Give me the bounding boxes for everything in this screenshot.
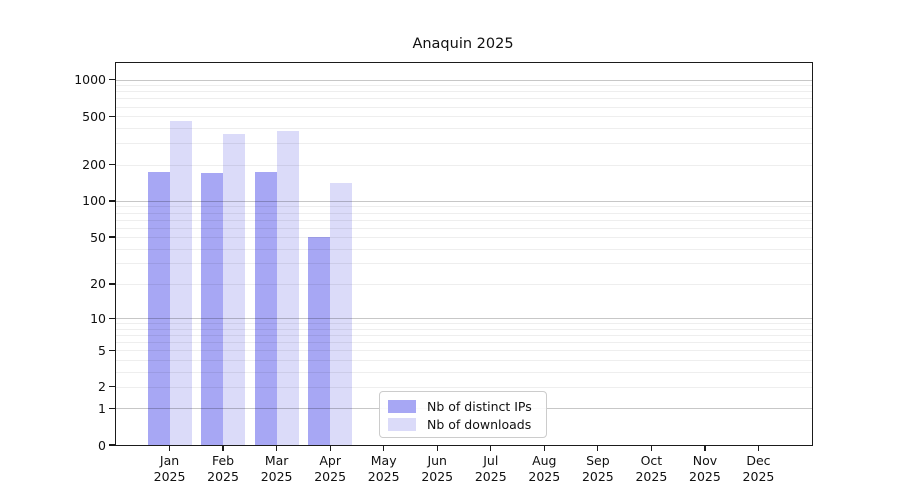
x-tick-mark	[543, 445, 545, 451]
y-tick-label: 5	[98, 342, 106, 358]
gridline	[116, 128, 812, 129]
x-tick-label-mar: Mar 2025	[260, 453, 293, 484]
gridline	[116, 98, 812, 100]
x-tick-label-oct: Oct 2025	[635, 453, 668, 484]
y-tick-label: 2	[98, 379, 106, 395]
y-tick-label: 10	[90, 310, 106, 326]
y-tick-mark	[109, 283, 116, 285]
x-tick-mark	[329, 445, 331, 451]
x-tick-label-aug: Aug 2025	[528, 453, 561, 484]
x-tick-label-dec: Dec 2025	[742, 453, 775, 484]
x-tick-mark	[704, 445, 706, 451]
y-tick-mark	[109, 407, 116, 409]
legend-swatch-distinct-ips-icon	[388, 399, 416, 413]
x-tick-label-apr: Apr 2025	[314, 453, 347, 484]
y-tick-label: 1000	[74, 72, 106, 88]
gridline	[116, 106, 812, 108]
bar-feb-downloads	[223, 133, 246, 445]
x-tick-mark	[383, 445, 385, 451]
y-tick-label: 0	[98, 437, 106, 453]
x-tick-label-jun: Jun 2025	[421, 453, 454, 484]
x-tick-mark	[276, 445, 278, 451]
bar-jan-downloads	[169, 121, 192, 445]
bar-apr-distinct-ips	[308, 237, 331, 445]
chart-title: Anaquin 2025	[412, 36, 514, 52]
gridline	[116, 85, 812, 87]
y-tick-mark	[109, 200, 116, 202]
y-tick-mark	[109, 163, 116, 166]
y-tick-mark	[109, 236, 116, 238]
x-tick-mark	[436, 445, 438, 451]
x-tick-mark	[490, 445, 492, 451]
x-tick-label-jul: Jul 2025	[474, 453, 507, 484]
x-tick-mark	[757, 445, 760, 451]
x-tick-label-sep: Sep 2025	[581, 453, 614, 484]
y-tick-mark	[109, 349, 116, 351]
y-tick-label: 1	[98, 400, 106, 416]
gridline	[116, 79, 812, 81]
legend-item-distinct-ips: Nb of distinct IPs	[388, 398, 538, 414]
bar-apr-downloads	[330, 183, 353, 445]
y-tick-label: 50	[90, 229, 106, 245]
bar-mar-distinct-ips	[254, 172, 277, 445]
x-tick-mark	[597, 445, 599, 451]
x-tick-mark	[222, 445, 224, 451]
y-tick-label: 500	[82, 108, 106, 124]
x-tick-label-may: May 2025	[367, 453, 400, 484]
legend: Nb of distinct IPs Nb of downloads	[379, 391, 547, 438]
y-tick-label: 200	[82, 157, 106, 173]
bar-mar-downloads	[276, 131, 299, 445]
legend-label-downloads: Nb of downloads	[427, 416, 532, 432]
legend-item-downloads: Nb of downloads	[388, 416, 538, 432]
gridline	[116, 91, 812, 93]
gridline	[116, 116, 812, 118]
y-tick-label: 20	[90, 276, 106, 292]
x-tick-label-nov: Nov 2025	[689, 453, 721, 484]
x-tick-label-feb: Feb 2025	[207, 453, 239, 484]
gridline	[116, 164, 812, 166]
gridline	[116, 143, 812, 145]
x-tick-mark	[168, 445, 171, 451]
y-tick-mark	[109, 317, 116, 319]
x-tick-label-jan: Jan 2025	[153, 453, 186, 484]
plot-area: 1000 500 200 100 50 20 10 5 2 1 0 Jan 2025 Feb 2025 M…	[74, 62, 813, 484]
legend-swatch-downloads-icon	[388, 417, 416, 431]
bar-feb-distinct-ips	[201, 173, 224, 445]
y-tick-mark	[109, 115, 116, 117]
legend-label-distinct-ips: Nb of distinct IPs	[427, 398, 532, 414]
y-tick-mark	[109, 79, 116, 81]
y-tick-mark	[109, 444, 116, 446]
bar-jan-distinct-ips	[147, 172, 170, 445]
x-tick-mark	[650, 445, 652, 451]
y-tick-mark	[109, 386, 116, 388]
y-tick-label: 100	[82, 193, 106, 209]
